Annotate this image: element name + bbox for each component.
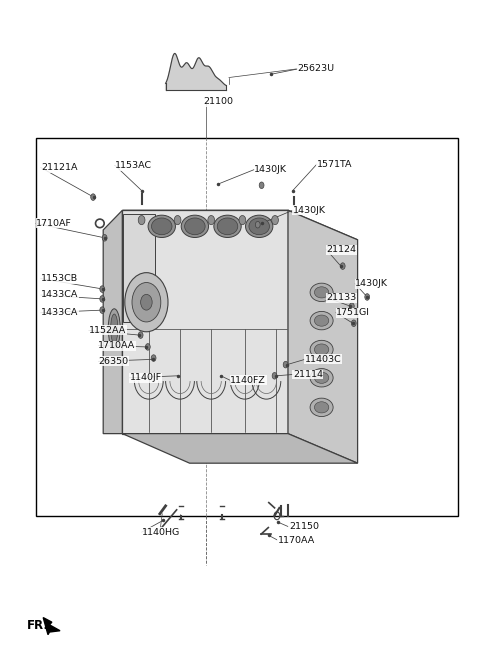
Ellipse shape: [310, 369, 333, 387]
Ellipse shape: [246, 215, 273, 238]
Circle shape: [349, 303, 354, 309]
Text: 11403C: 11403C: [305, 355, 342, 364]
Circle shape: [283, 361, 288, 368]
Circle shape: [272, 215, 278, 225]
Text: 21133: 21133: [326, 293, 357, 302]
Text: 21121A: 21121A: [41, 163, 77, 172]
Text: 26350: 26350: [98, 357, 129, 366]
Text: 1140HG: 1140HG: [142, 528, 180, 537]
Ellipse shape: [310, 398, 333, 417]
Ellipse shape: [152, 218, 172, 235]
Text: 25623U: 25623U: [298, 64, 335, 74]
Circle shape: [102, 235, 107, 241]
Circle shape: [259, 182, 264, 189]
Text: 21124: 21124: [326, 245, 356, 254]
Bar: [123, 214, 155, 322]
Text: 1153CB: 1153CB: [41, 274, 78, 283]
Circle shape: [365, 294, 370, 300]
Text: 1140FZ: 1140FZ: [230, 376, 266, 385]
Ellipse shape: [314, 344, 329, 355]
Ellipse shape: [217, 218, 238, 235]
Text: 1710AF: 1710AF: [36, 219, 72, 228]
Ellipse shape: [214, 215, 241, 238]
Ellipse shape: [110, 314, 118, 343]
Polygon shape: [288, 210, 358, 463]
Circle shape: [138, 332, 143, 338]
Ellipse shape: [108, 309, 120, 348]
Circle shape: [91, 194, 96, 200]
Ellipse shape: [310, 340, 333, 359]
Circle shape: [125, 273, 168, 332]
Text: 1433CA: 1433CA: [41, 290, 78, 300]
Circle shape: [145, 344, 150, 350]
Ellipse shape: [249, 218, 269, 235]
Text: 1571TA: 1571TA: [317, 160, 352, 169]
Text: 1710AA: 1710AA: [98, 341, 136, 350]
Polygon shape: [166, 53, 226, 90]
Circle shape: [100, 307, 105, 313]
Polygon shape: [122, 210, 358, 240]
Text: 1433CA: 1433CA: [41, 308, 78, 317]
Circle shape: [255, 221, 260, 228]
Ellipse shape: [310, 311, 333, 330]
Circle shape: [100, 286, 105, 292]
Text: 21114: 21114: [293, 370, 323, 379]
Text: 1430JK: 1430JK: [293, 206, 326, 215]
Text: 1430JK: 1430JK: [254, 165, 288, 174]
Ellipse shape: [314, 373, 329, 384]
Ellipse shape: [314, 315, 329, 326]
Circle shape: [351, 320, 356, 327]
Bar: [36, 138, 458, 516]
Ellipse shape: [185, 218, 205, 235]
Circle shape: [340, 263, 345, 269]
Circle shape: [208, 215, 215, 225]
Text: 1170AA: 1170AA: [277, 535, 315, 545]
Circle shape: [132, 283, 161, 322]
Ellipse shape: [310, 283, 333, 302]
Polygon shape: [122, 434, 358, 463]
Ellipse shape: [314, 286, 329, 298]
Text: 1140JF: 1140JF: [130, 373, 162, 382]
Circle shape: [141, 294, 152, 310]
Text: 1751GI: 1751GI: [336, 308, 370, 317]
Circle shape: [239, 215, 246, 225]
Circle shape: [100, 296, 105, 302]
Text: 1152AA: 1152AA: [89, 326, 126, 335]
Ellipse shape: [148, 215, 176, 238]
Polygon shape: [43, 618, 60, 635]
Circle shape: [272, 373, 277, 379]
Circle shape: [138, 215, 145, 225]
Ellipse shape: [181, 215, 209, 238]
Text: 21100: 21100: [204, 97, 233, 106]
Text: FR.: FR.: [26, 619, 48, 632]
Ellipse shape: [314, 402, 329, 413]
Text: 1430JK: 1430JK: [355, 279, 388, 288]
Polygon shape: [103, 210, 122, 434]
Text: 21150: 21150: [289, 522, 319, 532]
Text: 1153AC: 1153AC: [115, 161, 152, 170]
Circle shape: [151, 355, 156, 361]
Circle shape: [174, 215, 181, 225]
Polygon shape: [122, 210, 288, 434]
